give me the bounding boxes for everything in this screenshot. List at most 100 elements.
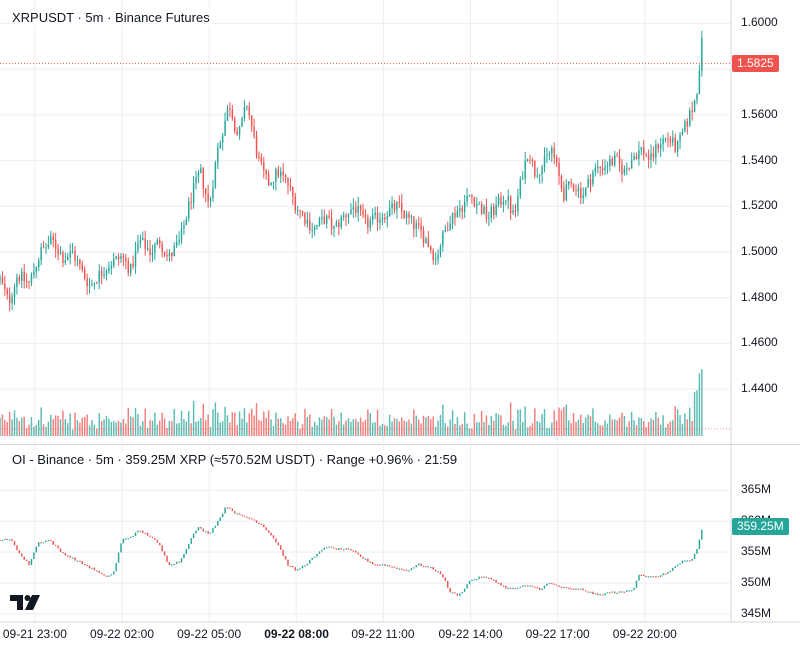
grid-lines [0,0,731,622]
oi-candle-body [405,569,408,572]
price-candle-body [311,229,313,231]
volume-bar [115,422,117,436]
price-candle-body [357,205,359,214]
oi-candle-body [534,586,536,588]
volume-bar [701,369,703,436]
volume-bar [531,423,534,436]
oi-candle-body [352,550,355,552]
oi-candle-body [219,517,221,521]
oi-candle-body [442,574,444,578]
price-candle-body [536,175,538,177]
price-candle-body [473,197,476,207]
volume-bar [664,427,667,436]
oi-candle-body [246,516,248,518]
price-candle-body [391,203,393,208]
volume-bar [420,423,422,436]
oi-candle-body [393,566,396,568]
volume-bar [582,423,584,436]
volume-bar [611,419,614,436]
volume-bar [125,423,127,436]
price-axis-tick: 1.4400 [741,381,778,396]
tradingview-logo-icon[interactable] [10,592,44,617]
oi-candle-body [301,565,304,569]
price-candle-body [410,216,413,218]
price-candle-body [192,183,195,203]
volume-bar [534,408,536,436]
price-candle-body [439,246,442,255]
price-candle-body [512,210,514,213]
price-candle-body [505,200,507,202]
volume-bar [352,419,355,436]
oi-candle-body [40,542,42,544]
volume-bar [543,408,546,436]
oi-candle-body [364,558,367,560]
oi-candle-body [139,530,142,532]
price-candle-body [178,239,180,242]
volume-bar [224,406,226,436]
volume-bar [105,415,108,436]
price-candle-body [582,195,584,198]
volume-bar [483,422,485,436]
volume-bar [662,415,664,436]
oi-candle-body [166,555,168,563]
oi-candle-body [606,592,609,594]
volume-bar [514,429,517,436]
price-candle-body [403,210,405,219]
oi-candle-body [103,574,105,576]
oi-candle-body [4,538,6,541]
price-candle-body [81,264,84,270]
price-axis-tick: 1.4600 [741,335,778,350]
volume-bar [560,410,563,436]
price-candle-body [275,169,277,182]
oi-candle-body [96,570,98,572]
price-candle-body [589,179,592,184]
oi-candle-body [350,549,352,551]
price-candle-body [645,154,647,156]
oi-candle-body [248,517,250,519]
volume-bar [54,415,57,436]
price-candle-body [483,206,485,214]
volume-bar [645,427,647,436]
oi-candle-body [652,576,655,578]
price-candle-body [50,236,52,245]
oi-candle-body [13,541,16,546]
volume-bar [91,419,93,436]
oi-candle-body [635,580,638,588]
oi-candle-body [689,560,691,562]
price-candle-body [110,265,113,269]
oi-candle-body [403,569,405,571]
price-candle-body [652,153,655,158]
price-candle-body [417,223,420,225]
volume-bar [463,412,466,436]
oi-candle-body [541,588,543,591]
price-candle-body [125,257,127,262]
oi-candle-body [488,577,490,579]
volume-bar [188,411,190,436]
volume-bar [103,419,105,436]
volume-bar [120,422,122,436]
oi-candle-body [294,567,296,571]
price-candle-body [684,121,686,132]
volume-bar [183,419,185,436]
price-candle-body [638,150,640,160]
price-candle-body [13,287,16,297]
oi-candle-body [684,560,686,562]
price-candle-body [190,201,192,203]
volume-bar [37,420,40,436]
oi-candle-body [192,533,195,539]
oi-candle-body [21,553,23,557]
volume-bar [134,408,137,436]
oi-candle-body [175,561,178,564]
price-candle-body [676,140,679,152]
oi-candle-body [83,563,86,566]
oi-candle-body [156,539,159,543]
volume-bar [376,409,379,436]
oi-candle-body [229,507,231,509]
volume-bar [25,428,28,436]
oi-candle-body [473,579,476,581]
oi-legend: OI - Binance · 5m · 359.25M XRP (≈570.52… [10,451,460,468]
volume-bar [265,418,267,436]
price-candle-body [500,197,502,205]
